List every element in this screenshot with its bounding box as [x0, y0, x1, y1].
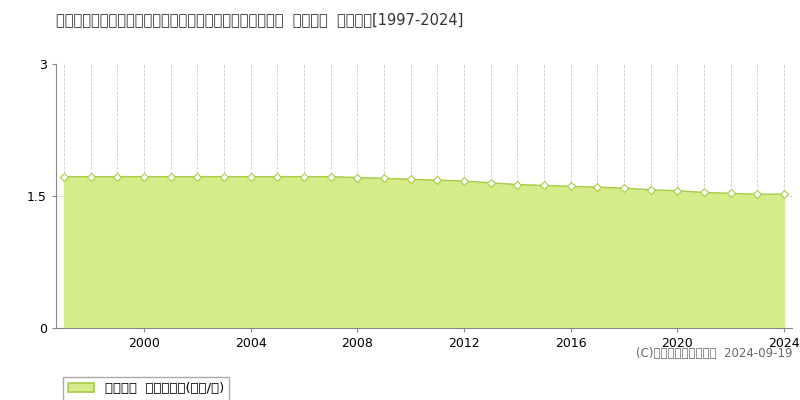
Legend: 公示地価  平均坪単価(万円/坪): 公示地価 平均坪単価(万円/坪) — [62, 377, 230, 400]
Text: 宮崎県西諸県郡高原町大字西麓字原ノ出口２１０７番１外  公示地価  地価推移[1997-2024]: 宮崎県西諸県郡高原町大字西麓字原ノ出口２１０７番１外 公示地価 地価推移[199… — [56, 12, 463, 27]
Text: (C)土地価格ドットコム  2024-09-19: (C)土地価格ドットコム 2024-09-19 — [635, 347, 792, 360]
